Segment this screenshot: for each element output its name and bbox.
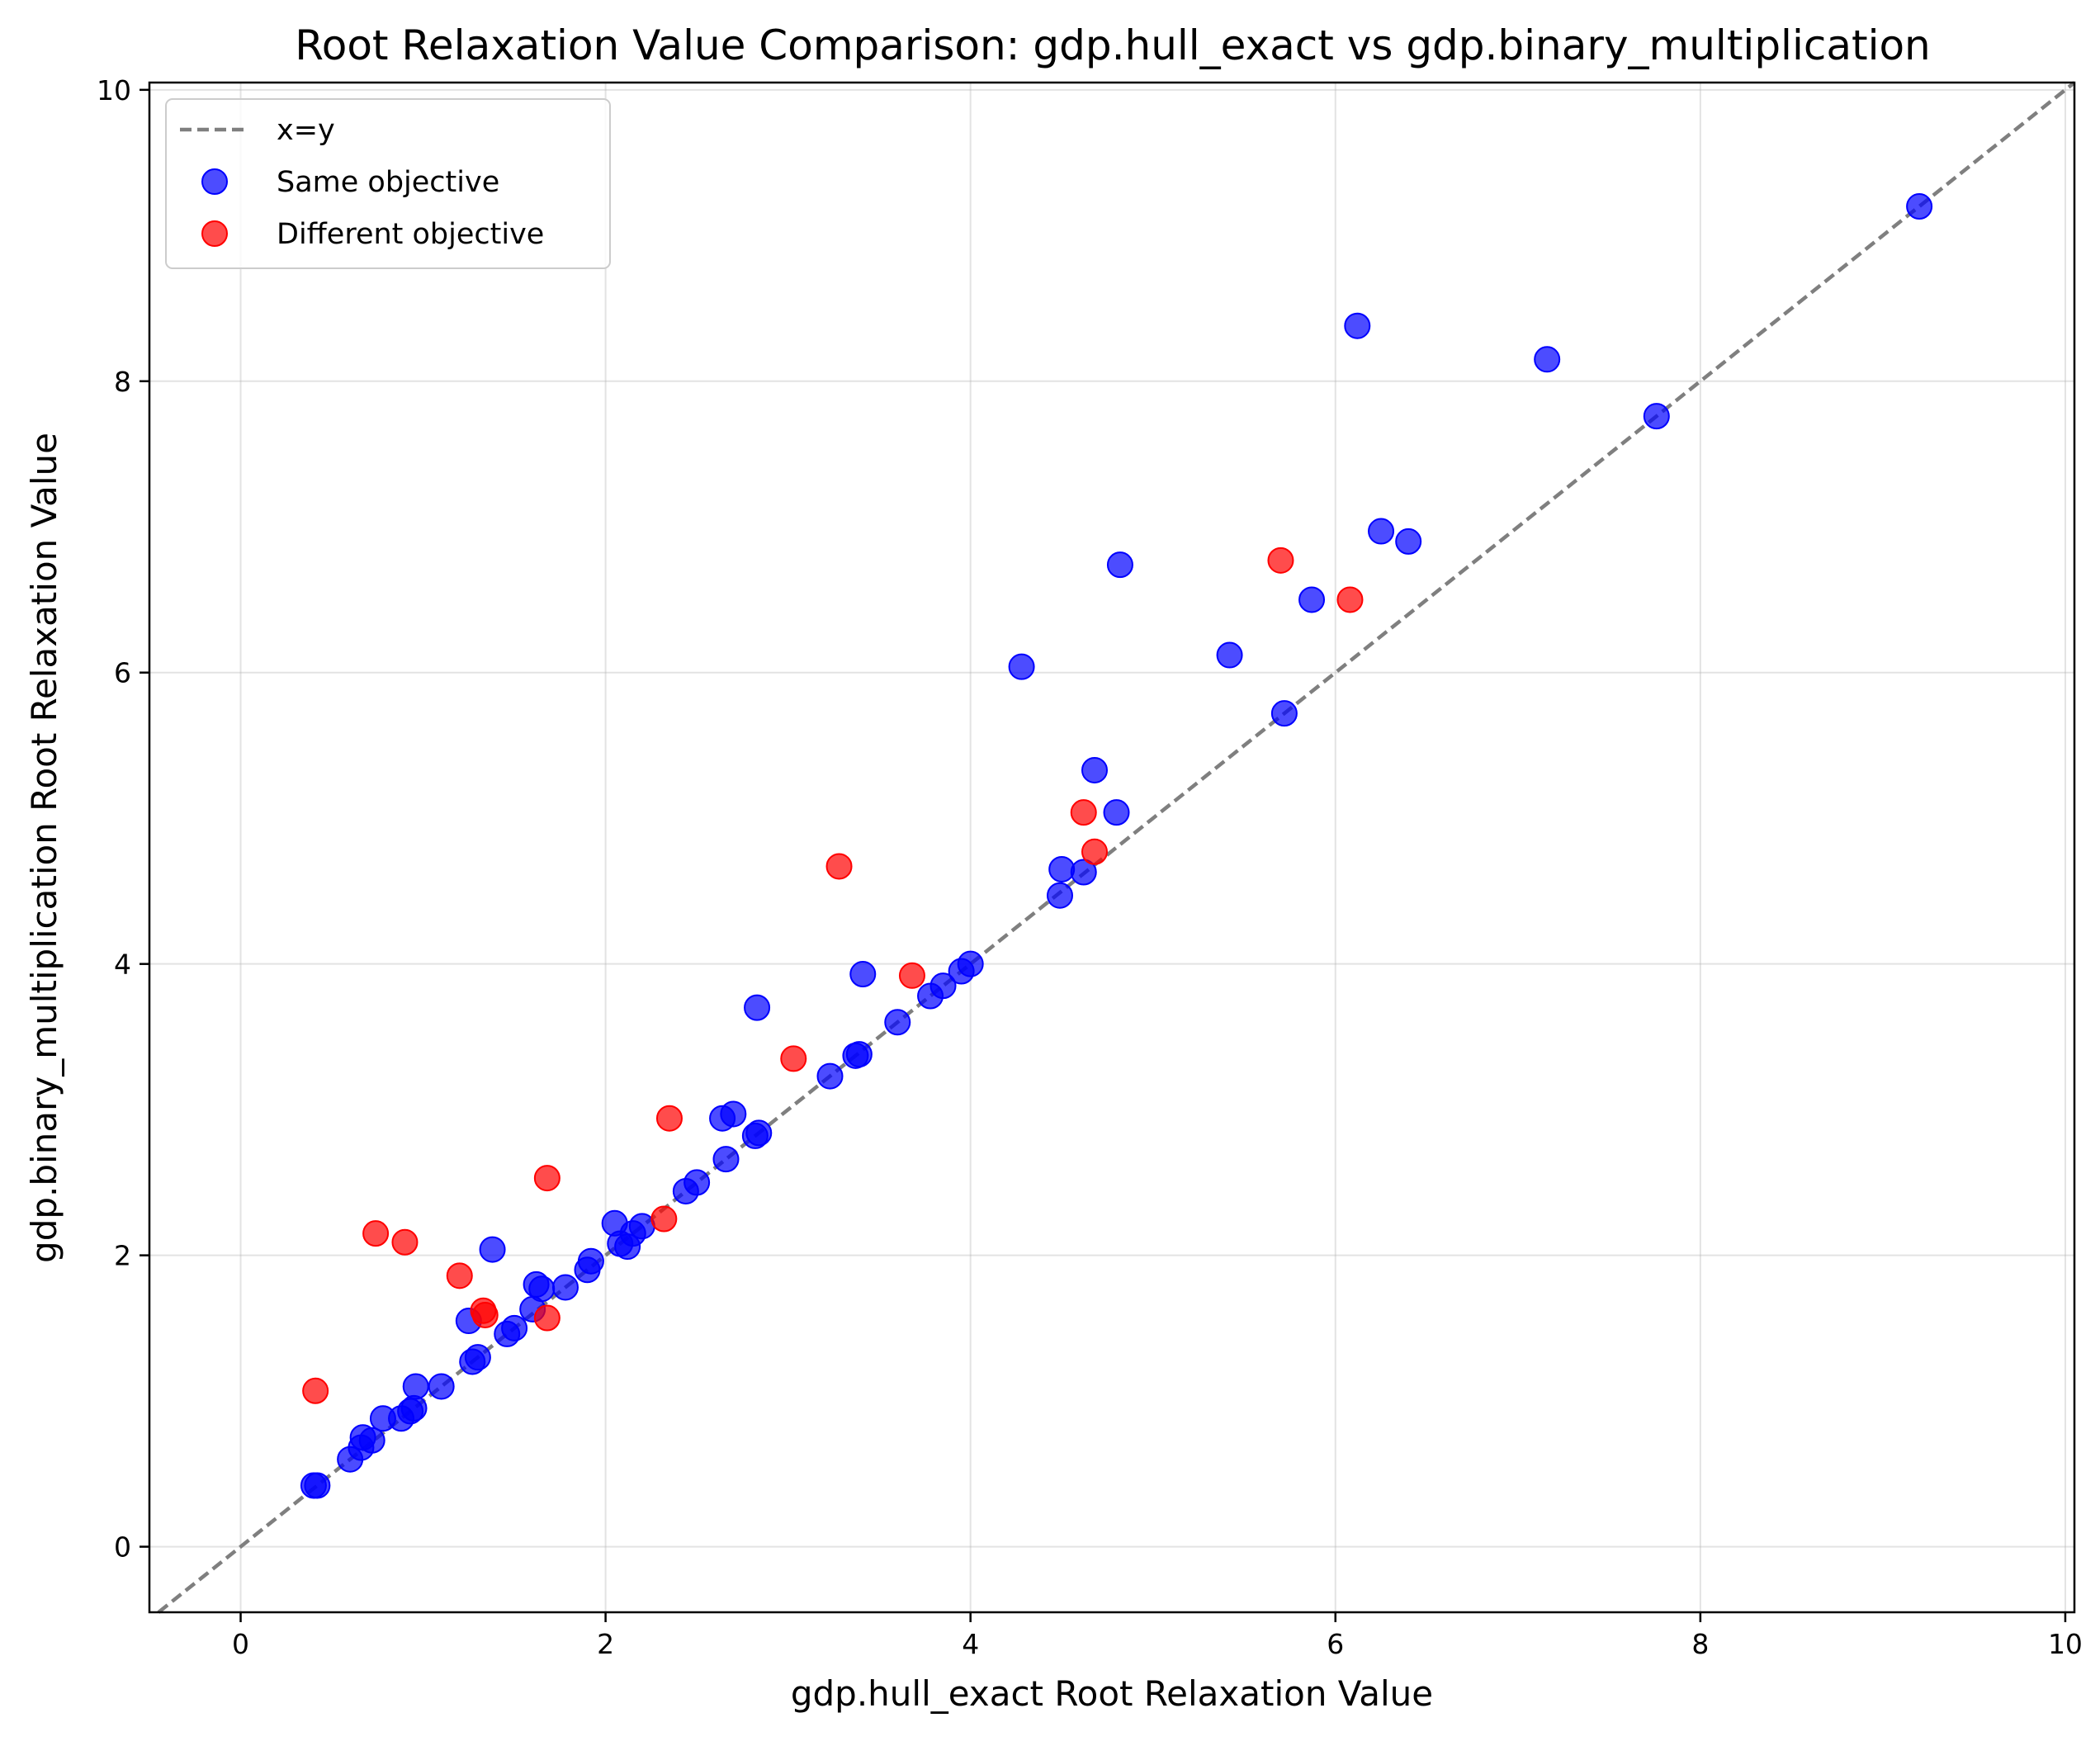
data-point bbox=[1070, 859, 1097, 886]
data-points bbox=[300, 193, 1933, 1499]
data-point bbox=[1298, 586, 1326, 613]
data-point bbox=[1103, 799, 1130, 826]
data-point bbox=[845, 1041, 873, 1068]
data-point bbox=[1368, 518, 1395, 545]
data-point bbox=[1534, 346, 1561, 373]
data-point bbox=[533, 1165, 560, 1192]
data-point bbox=[816, 1062, 844, 1090]
plot-frame bbox=[148, 81, 2076, 1614]
data-point bbox=[1270, 700, 1298, 727]
data-point bbox=[577, 1247, 604, 1275]
data-point bbox=[628, 1213, 655, 1240]
data-point bbox=[1643, 403, 1670, 430]
x-tick-label: 4 bbox=[962, 1628, 979, 1660]
y-axis-ticks: 0 2 4 6 8 10 bbox=[97, 74, 149, 1564]
data-point bbox=[304, 1472, 331, 1499]
x-axis-ticks: 0 2 4 6 8 10 bbox=[232, 1612, 2083, 1660]
data-point bbox=[1106, 551, 1133, 579]
data-point bbox=[302, 1377, 329, 1404]
legend-label-same: Same objective bbox=[277, 166, 499, 199]
data-point bbox=[780, 1045, 807, 1072]
legend-box bbox=[165, 98, 611, 269]
y-tick-label: 4 bbox=[114, 949, 131, 981]
data-point bbox=[1344, 312, 1371, 339]
data-point bbox=[391, 1228, 419, 1256]
data-point bbox=[501, 1314, 528, 1341]
data-point bbox=[446, 1262, 473, 1289]
y-tick-label: 0 bbox=[114, 1531, 131, 1564]
legend-label-line: x=y bbox=[277, 114, 335, 147]
data-point bbox=[362, 1220, 390, 1247]
data-point bbox=[551, 1274, 579, 1301]
data-point bbox=[884, 1009, 911, 1036]
data-point bbox=[471, 1301, 499, 1328]
y-tick-label: 8 bbox=[114, 366, 131, 398]
data-point bbox=[402, 1373, 429, 1400]
data-point bbox=[655, 1105, 683, 1132]
x-tick-label: 8 bbox=[1691, 1628, 1709, 1660]
data-point bbox=[1336, 586, 1364, 613]
data-point bbox=[428, 1373, 455, 1400]
grid-lines bbox=[149, 83, 2074, 1612]
data-point bbox=[898, 962, 925, 989]
data-point bbox=[400, 1394, 428, 1422]
chart-title: Root Relaxation Value Comparison: gdp.hu… bbox=[295, 21, 1931, 69]
y-tick-label: 10 bbox=[97, 74, 131, 106]
y-tick-label: 2 bbox=[114, 1240, 131, 1272]
data-point bbox=[1008, 653, 1035, 680]
data-point bbox=[533, 1304, 560, 1332]
data-point bbox=[745, 1119, 773, 1147]
x-tick-label: 2 bbox=[597, 1628, 614, 1660]
legend-marker-same bbox=[201, 168, 228, 195]
y-tick-label: 6 bbox=[114, 657, 131, 689]
data-point bbox=[849, 961, 877, 988]
data-point bbox=[1047, 882, 1074, 909]
data-point bbox=[683, 1169, 711, 1196]
series-same-objective bbox=[300, 193, 1933, 1499]
x-tick-label: 0 bbox=[232, 1628, 249, 1660]
data-point bbox=[1070, 799, 1097, 826]
series-different-objective bbox=[302, 547, 1364, 1404]
data-point bbox=[1048, 855, 1076, 882]
x-axis-label: gdp.hull_exact Root Relaxation Value bbox=[791, 1673, 1433, 1714]
legend-marker-different bbox=[201, 220, 228, 247]
data-point bbox=[1267, 547, 1294, 574]
data-point bbox=[825, 853, 853, 880]
data-point bbox=[358, 1427, 385, 1454]
data-point bbox=[1906, 193, 1933, 220]
data-point bbox=[1081, 756, 1109, 783]
x-tick-label: 6 bbox=[1327, 1628, 1344, 1660]
data-point bbox=[720, 1100, 747, 1128]
y-axis-label: gdp.binary_multiplication Root Relaxatio… bbox=[24, 433, 64, 1263]
data-point bbox=[479, 1236, 506, 1263]
legend: x=y Same objective Different objective bbox=[165, 98, 611, 269]
legend-label-different: Different objective bbox=[277, 218, 544, 251]
data-point bbox=[929, 972, 957, 1000]
data-point bbox=[650, 1205, 678, 1233]
data-point bbox=[464, 1344, 491, 1371]
data-point bbox=[1216, 641, 1243, 669]
data-point bbox=[1081, 838, 1109, 865]
x-tick-label: 10 bbox=[2048, 1628, 2083, 1660]
data-point bbox=[528, 1275, 556, 1303]
data-point bbox=[744, 994, 771, 1021]
data-point bbox=[712, 1146, 740, 1173]
data-point bbox=[1395, 528, 1422, 555]
data-point bbox=[957, 950, 984, 977]
